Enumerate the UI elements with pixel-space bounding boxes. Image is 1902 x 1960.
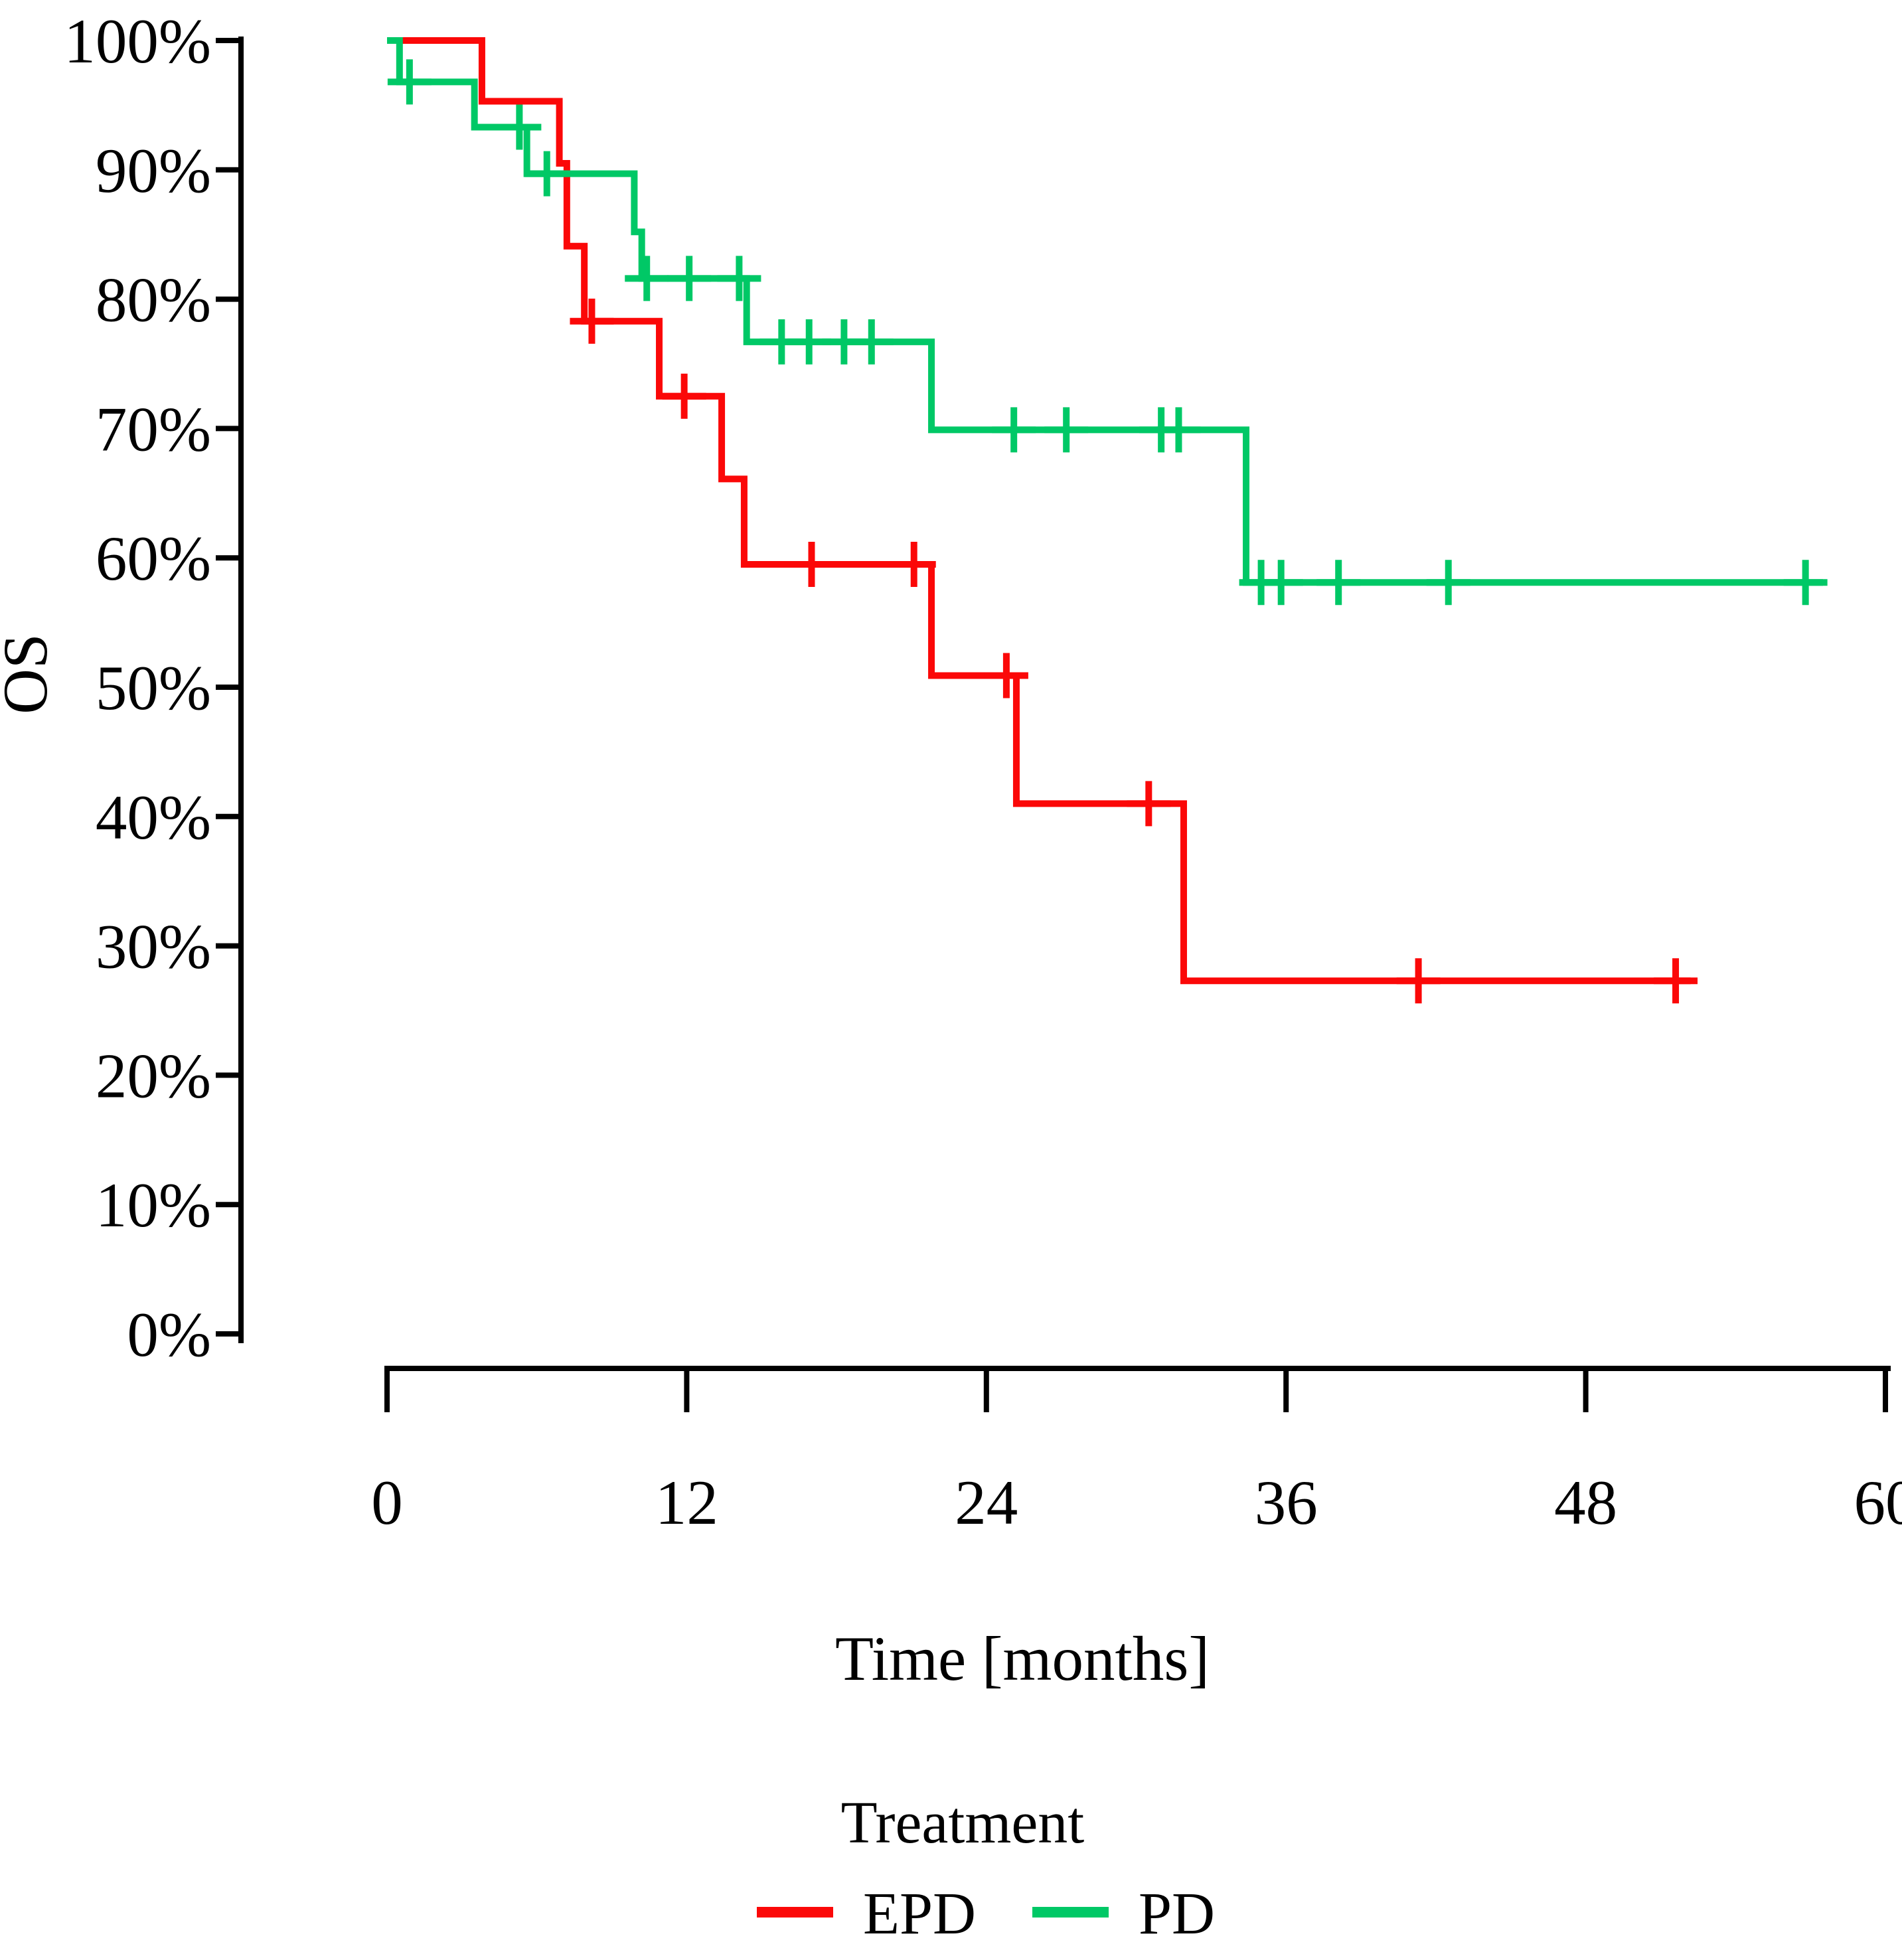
x-tick-label: 24 [955, 1467, 1018, 1538]
x-tick-label: 48 [1554, 1467, 1617, 1538]
y-tick-label: 30% [96, 912, 211, 982]
y-tick-label: 100% [64, 6, 211, 76]
x-tick-label: 60 [1854, 1467, 1902, 1538]
legend-epd-label: EPD [863, 1881, 976, 1947]
km-curve-epd [387, 37, 1691, 985]
x-tick-label: 12 [655, 1467, 718, 1538]
y-tick-label: 80% [96, 265, 211, 335]
x-tick-label: 36 [1255, 1467, 1318, 1538]
y-tick-label: 60% [96, 523, 211, 594]
x-tick-label: 0 [371, 1467, 403, 1538]
y-tick-label: 20% [96, 1040, 211, 1111]
y-tick-label: 70% [96, 394, 211, 464]
y-tick-label: 40% [96, 782, 211, 853]
y-tick-label: 0% [127, 1299, 211, 1370]
chart-dynamic-layer: 100% 90% 80% 70% 60% 50% 40% 30% 20% 10% 0% 0 12 24 36… [64, 6, 1902, 1538]
y-axis-title: OS [0, 633, 60, 714]
x-axis-title: Time [months] [835, 1623, 1210, 1694]
km-curve-pd [387, 37, 1823, 586]
legend-title: Treatment [841, 1790, 1085, 1856]
y-tick-label: 10% [96, 1170, 211, 1240]
y-tick-label: 50% [96, 653, 211, 723]
legend-pd-label: PD [1139, 1881, 1215, 1947]
y-tick-label: 90% [96, 135, 211, 206]
